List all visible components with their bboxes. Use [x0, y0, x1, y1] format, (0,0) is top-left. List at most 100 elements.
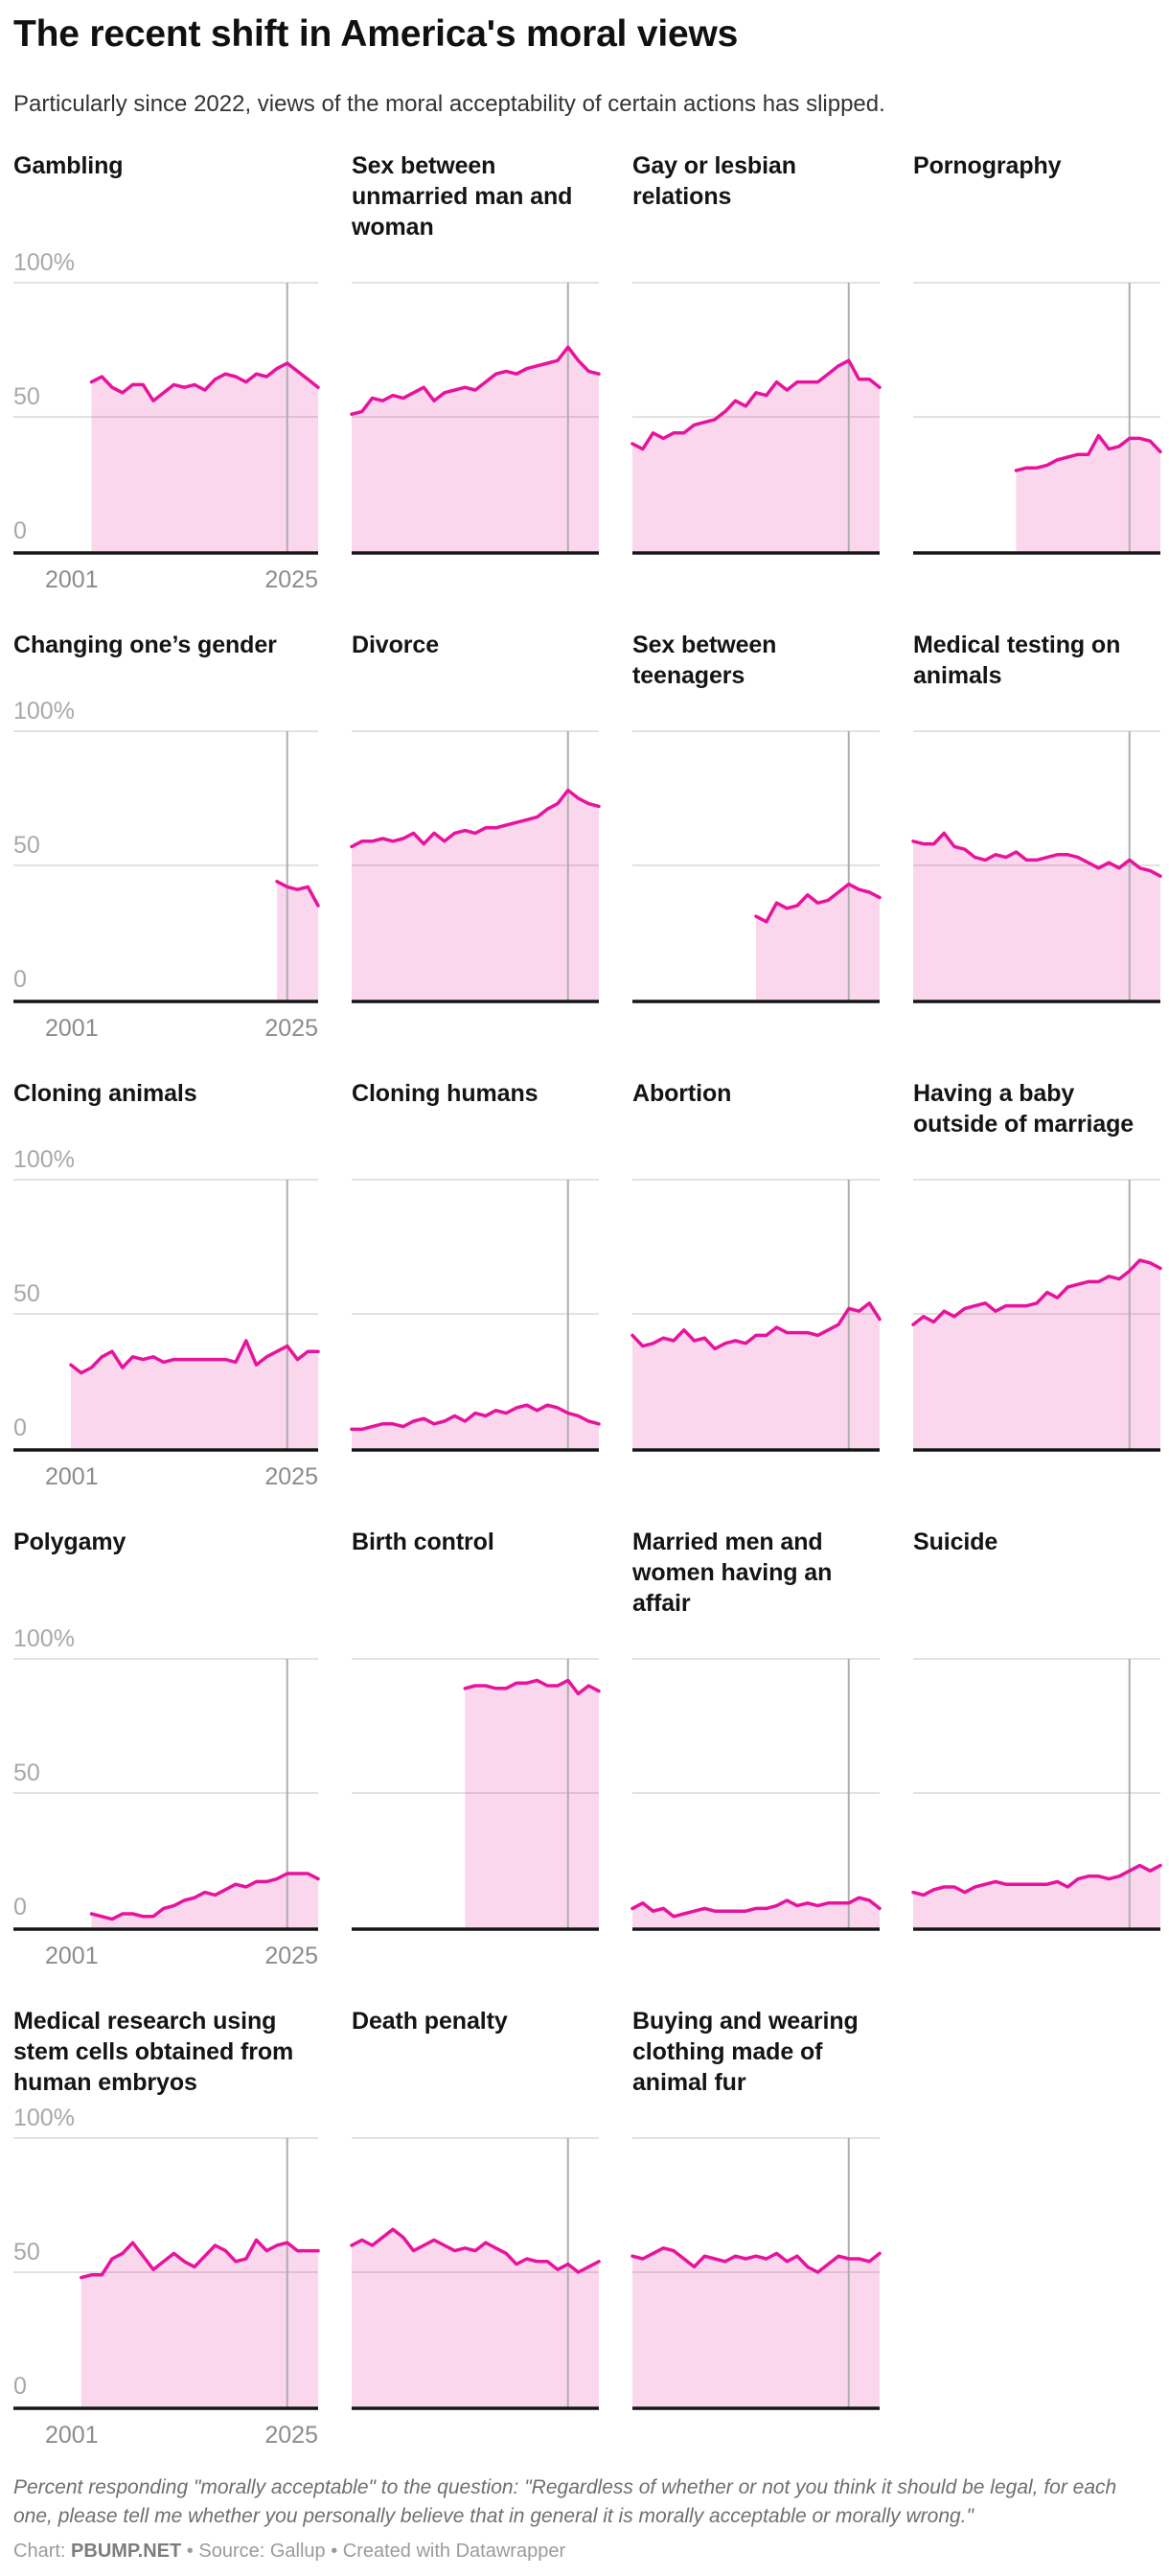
chart-panel: Cloning animals 100% 50 0 2001 2025 — [13, 1078, 320, 1494]
footnote: Percent responding "morally acceptable" … — [13, 2476, 1117, 2527]
chart-panel-title: Divorce — [352, 632, 440, 659]
chart-panel-title: Gambling — [13, 152, 124, 180]
chart-plot-area — [630, 2134, 882, 2412]
area-chart-svg — [13, 730, 320, 1003]
chart-panel-title: Sex between teenagers — [632, 632, 777, 690]
series-line — [630, 2246, 882, 2274]
chart-panel: Medical research using stem cells obtain… — [13, 2006, 320, 2452]
series-line — [630, 1301, 882, 1351]
chart-panel: Cloning humans — [350, 1078, 601, 1454]
series-area-fill — [632, 360, 880, 552]
byline-brand: PBUMP.NET — [71, 2540, 182, 2562]
series-line — [911, 1258, 1162, 1326]
chart-panel: Gambling 100% 50 0 2001 2025 — [13, 150, 320, 597]
chart-panel: Abortion — [630, 1078, 882, 1454]
y-axis-label: 100% — [13, 249, 75, 277]
chart-panel-title: Having a baby outside of marriage — [913, 1080, 1135, 1138]
area-chart-svg — [911, 1179, 1162, 1452]
area-chart-svg — [632, 730, 882, 1003]
x-axis-label-end: 2025 — [264, 566, 318, 594]
chart-panel-title: Gay or lesbian relations — [632, 152, 796, 211]
series-line — [463, 1678, 601, 1696]
chart-panel-title: Married men and women having an affair — [632, 1529, 833, 1618]
series-line — [350, 345, 601, 416]
chart-panel-title: Medical research using stem cells obtain… — [13, 2008, 294, 2097]
series-area-fill — [913, 1260, 1160, 1449]
series-area-fill — [91, 363, 318, 552]
chart-plot-area — [913, 279, 1162, 557]
x-axis-label-start: 2001 — [45, 2422, 99, 2450]
series-line — [350, 1403, 601, 1432]
chart-plot-area: 100% 50 0 — [13, 2106, 320, 2412]
area-chart-svg — [13, 282, 320, 555]
chart-panel-title: Birth control — [352, 1529, 494, 1556]
chart-plot-area — [911, 727, 1162, 1005]
byline: Chart: PBUMP.NET • Source: Gallup • Crea… — [13, 2541, 1160, 2563]
byline-suffix: • Source: Gallup • Created with Datawrap… — [181, 2540, 566, 2562]
y-axis-label: 100% — [13, 1146, 75, 1174]
chart-plot-area — [911, 1655, 1162, 1933]
series-area-fill — [352, 347, 599, 552]
small-multiples-grid: Gambling 100% 50 0 2001 2025 Sex between unmar… — [13, 150, 1162, 2452]
chart-plot-area — [630, 1655, 882, 1933]
chart-panel: Divorce — [350, 630, 601, 1005]
area-chart-svg — [350, 730, 601, 1003]
chart-panel: Birth control — [352, 1527, 601, 1933]
y-axis-label: 100% — [13, 1625, 75, 1653]
page: The recent shift in America's moral view… — [0, 13, 1169, 2563]
chart-plot-area — [350, 727, 601, 1005]
series-area-fill — [80, 2240, 318, 2407]
x-axis-label-start: 2001 — [45, 1943, 99, 1970]
x-axis-label-end: 2025 — [264, 1015, 318, 1043]
y-axis-label: 100% — [13, 2104, 75, 2132]
area-chart-svg — [13, 1179, 320, 1452]
series-area-fill — [352, 790, 599, 1000]
chart-panel: Having a baby outside of marriage — [911, 1078, 1162, 1454]
chart-plot-area — [911, 1176, 1162, 1454]
chart-panel: Changing one’s gender 100% 50 0 2001 2025 — [13, 630, 320, 1046]
chart-plot-area: 100% 50 0 — [13, 700, 320, 1005]
chart-plot-area: 100% 50 0 — [13, 251, 320, 557]
area-chart-svg — [352, 1658, 601, 1931]
chart-panel-title: Changing one’s gender — [13, 632, 277, 659]
series-line — [911, 1863, 1162, 1898]
area-chart-svg — [911, 1658, 1162, 1931]
area-chart-svg — [630, 2137, 882, 2410]
area-chart-svg — [630, 282, 882, 555]
series-line — [80, 2238, 320, 2280]
x-axis-labels: 2001 2025 — [13, 1460, 318, 1494]
series-line — [350, 788, 601, 849]
series-area-fill — [71, 1341, 318, 1449]
chart-panel: Suicide — [911, 1527, 1162, 1933]
chart-panel: Sex between unmarried man and woman — [350, 150, 601, 557]
x-axis-labels: 2001 2025 — [13, 1939, 318, 1973]
chart-row: Medical research using stem cells obtain… — [13, 2006, 1160, 2452]
chart-panel-title: Cloning humans — [352, 1080, 539, 1108]
chart-panel: Sex between teenagers — [632, 630, 882, 1005]
chart-panel-title: Polygamy — [13, 1529, 126, 1556]
chart-panel-title: Death penalty — [352, 2008, 508, 2036]
chart-plot-area — [350, 1176, 601, 1454]
area-chart-svg — [630, 1658, 882, 1931]
series-line — [911, 831, 1162, 878]
footer: Percent responding "morally acceptable" … — [13, 2473, 1160, 2563]
chart-panel: Pornography — [913, 150, 1162, 557]
chart-panel-title: Cloning animals — [13, 1080, 197, 1108]
series-line — [1014, 433, 1162, 472]
series-area-fill — [632, 1302, 880, 1449]
series-line — [89, 361, 320, 402]
y-axis-label: 100% — [13, 698, 75, 725]
area-chart-svg — [13, 1658, 320, 1931]
series-area-fill — [913, 833, 1160, 1000]
area-chart-svg — [911, 730, 1162, 1003]
chart-plot-area: 100% 50 0 — [13, 1627, 320, 1933]
x-axis-labels: 2001 2025 — [13, 2418, 318, 2452]
x-axis-label-end: 2025 — [264, 2422, 318, 2450]
chart-row: Changing one’s gender 100% 50 0 2001 2025 Divo… — [13, 630, 1162, 1046]
series-area-fill — [277, 881, 318, 1000]
page-title: The recent shift in America's moral view… — [13, 13, 739, 55]
chart-panel: Gay or lesbian relations — [630, 150, 882, 557]
series-area-fill — [352, 2229, 599, 2407]
chart-plot-area — [350, 2134, 601, 2412]
chart-panel: Medical testing on animals — [911, 630, 1162, 1005]
